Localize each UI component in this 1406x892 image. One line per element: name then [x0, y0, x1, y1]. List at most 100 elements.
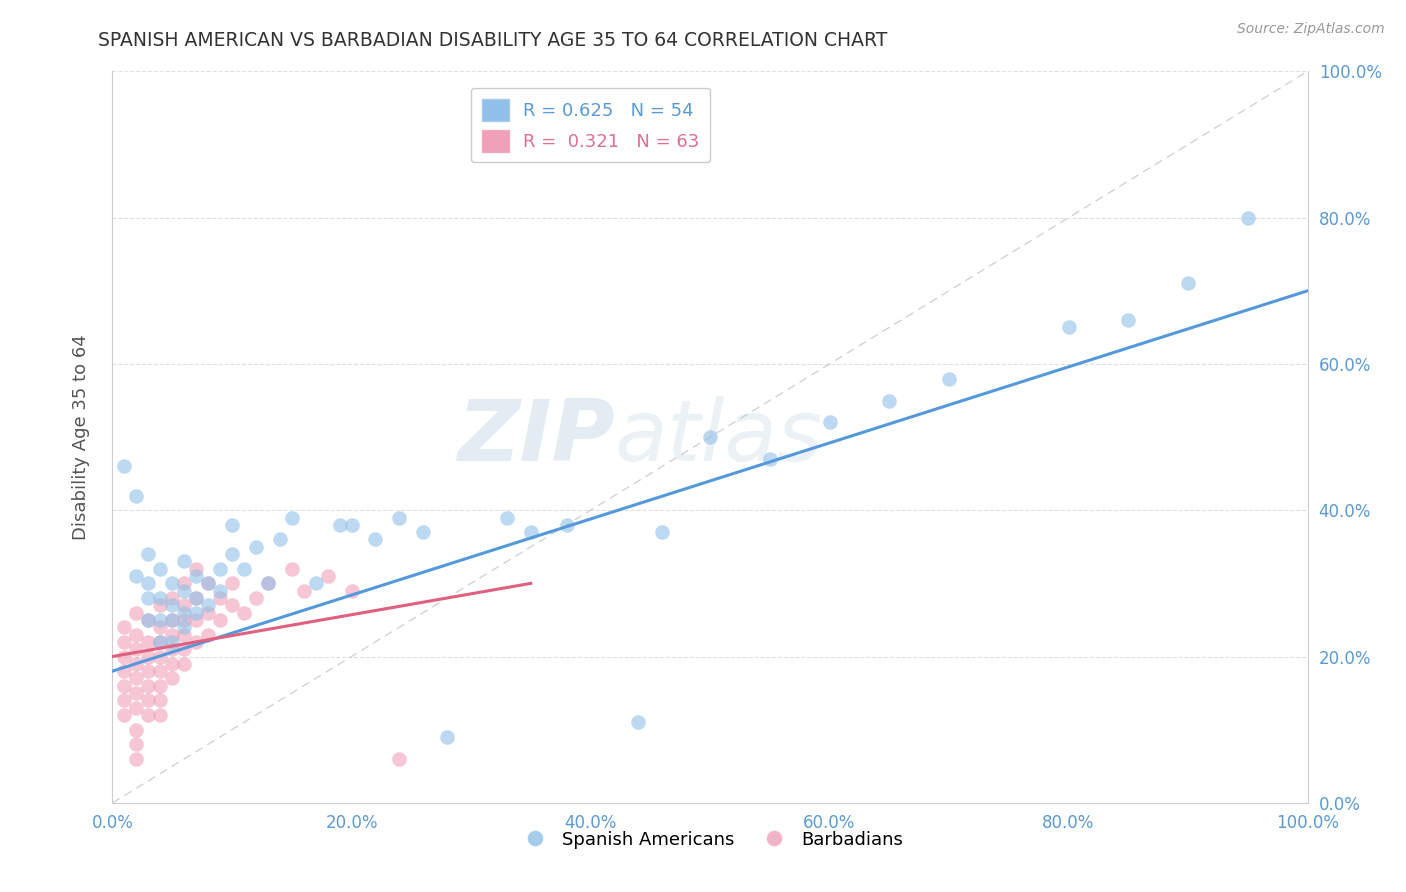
Point [114, 708, 135, 723]
Point [197, 627, 219, 641]
Point [329, 517, 352, 532]
Point [257, 576, 280, 591]
Point [173, 576, 195, 591]
Point [138, 708, 160, 723]
Point [257, 576, 280, 591]
Point [149, 599, 172, 613]
Point [555, 517, 578, 532]
Point [316, 569, 339, 583]
Point [125, 569, 148, 583]
Point [149, 562, 172, 576]
Point [125, 700, 148, 714]
Point [173, 554, 195, 568]
Point [281, 562, 304, 576]
Point [138, 576, 160, 591]
Point [209, 562, 232, 576]
Point [197, 576, 219, 591]
Point [162, 591, 183, 605]
Point [173, 606, 195, 620]
Text: atlas: atlas [614, 395, 823, 479]
Point [138, 613, 160, 627]
Point [162, 642, 183, 657]
Point [149, 591, 172, 605]
Point [114, 620, 135, 634]
Point [209, 613, 232, 627]
Point [292, 583, 315, 598]
Point [114, 693, 135, 707]
Point [186, 562, 208, 576]
Point [138, 693, 160, 707]
Point [149, 635, 172, 649]
Point [209, 591, 232, 605]
Point [388, 510, 411, 524]
Point [233, 562, 256, 576]
Point [388, 752, 411, 766]
Point [125, 627, 148, 641]
Point [221, 547, 243, 561]
Point [186, 606, 208, 620]
Point [173, 599, 195, 613]
Point [138, 591, 160, 605]
Point [221, 576, 243, 591]
Point [114, 679, 135, 693]
Point [173, 613, 195, 627]
Point [759, 452, 782, 467]
Point [149, 664, 172, 678]
Point [221, 599, 243, 613]
Point [138, 664, 160, 678]
Text: Source: ZipAtlas.com: Source: ZipAtlas.com [1237, 22, 1385, 37]
Point [1057, 320, 1080, 334]
Point [173, 620, 195, 634]
Point [162, 672, 183, 686]
Point [149, 708, 172, 723]
Point [221, 517, 243, 532]
Point [149, 613, 172, 627]
Point [125, 606, 148, 620]
Point [138, 649, 160, 664]
Point [149, 649, 172, 664]
Point [114, 649, 135, 664]
Point [162, 635, 183, 649]
Point [162, 613, 183, 627]
Point [818, 416, 841, 430]
Point [305, 576, 328, 591]
Point [233, 606, 256, 620]
Point [281, 510, 304, 524]
Point [125, 642, 148, 657]
Point [138, 613, 160, 627]
Point [436, 730, 458, 744]
Point [1177, 277, 1199, 291]
Point [496, 510, 519, 524]
Point [269, 533, 291, 547]
Point [149, 693, 172, 707]
Y-axis label: Disability Age 35 to 64: Disability Age 35 to 64 [72, 334, 90, 540]
Point [125, 657, 148, 671]
Point [162, 599, 183, 613]
Point [173, 627, 195, 641]
Point [627, 715, 650, 730]
Point [138, 547, 160, 561]
Text: ZIP: ZIP [457, 395, 614, 479]
Point [114, 635, 135, 649]
Point [125, 686, 148, 700]
Point [173, 657, 195, 671]
Point [125, 489, 148, 503]
Point [520, 525, 543, 540]
Point [162, 657, 183, 671]
Point [125, 672, 148, 686]
Point [197, 606, 219, 620]
Text: SPANISH AMERICAN VS BARBADIAN DISABILITY AGE 35 TO 64 CORRELATION CHART: SPANISH AMERICAN VS BARBADIAN DISABILITY… [98, 31, 887, 50]
Point [125, 752, 148, 766]
Point [186, 635, 208, 649]
Point [186, 591, 208, 605]
Point [186, 591, 208, 605]
Point [412, 525, 434, 540]
Point [245, 540, 267, 554]
Point [197, 599, 219, 613]
Point [340, 517, 363, 532]
Legend: Spanish Americans, Barbadians: Spanish Americans, Barbadians [510, 823, 910, 856]
Point [114, 664, 135, 678]
Point [186, 613, 208, 627]
Point [1118, 313, 1140, 327]
Point [162, 627, 183, 641]
